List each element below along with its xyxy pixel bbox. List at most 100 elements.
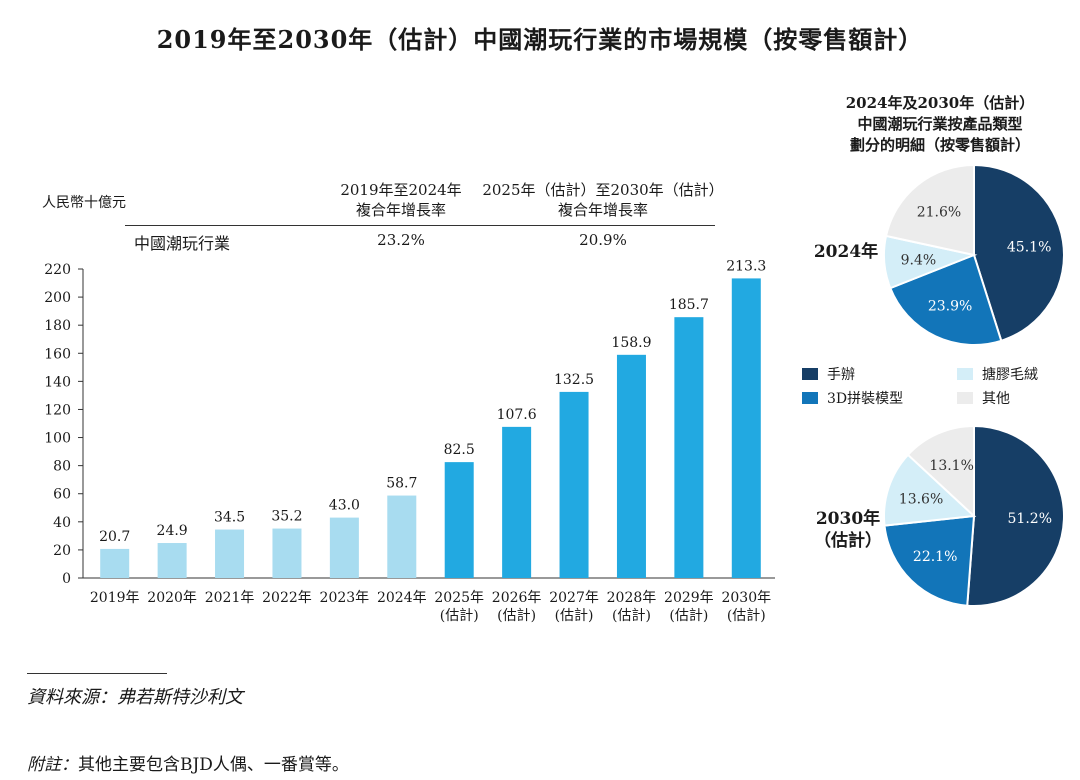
x-tick-label: (估計) — [440, 608, 479, 624]
y-tick-label: 0 — [62, 571, 71, 587]
bar-value-label: 82.5 — [444, 442, 475, 458]
pie-2024-label: 2024年 — [806, 241, 886, 263]
x-tick-label: (估計) — [497, 608, 536, 624]
chart-title: 2019年至2030年（估計）中國潮玩行業的市場規模（按零售額計） — [156, 25, 924, 54]
cagr-header-2019-2024: 2019年至2024年 複合年增長率 — [326, 180, 476, 220]
pie-slice — [973, 163, 1065, 343]
pie-slice — [884, 163, 975, 257]
x-tick-label: 2024年 — [377, 590, 427, 606]
bar — [674, 317, 704, 578]
footnote-prefix: 附註： — [27, 755, 78, 775]
legend-swatch-3d-model — [802, 392, 818, 404]
x-tick-label: 2026年 — [492, 590, 542, 606]
legend-item-others: 其他 — [957, 388, 1010, 408]
bar — [502, 426, 532, 578]
bar-value-label: 132.5 — [554, 372, 594, 388]
cagr-header-2019-2024-line2: 複合年增長率 — [355, 201, 446, 219]
y-tick-label: 40 — [53, 515, 71, 531]
legend-swatch-others — [957, 392, 973, 404]
bar-value-label: 58.7 — [386, 476, 417, 492]
bar-value-label: 34.5 — [214, 510, 245, 526]
x-tick-label: 2027年 — [549, 590, 599, 606]
y-tick-label: 80 — [53, 459, 71, 475]
pie-legend: 手辦 搪膠毛絨 3D拼裝模型 其他 — [800, 364, 1070, 414]
y-tick-label: 160 — [44, 346, 71, 362]
pie-title-line3: 劃分的明細（按零售額計） — [849, 136, 1030, 154]
cagr-header-2025-2030-line2: 複合年增長率 — [557, 201, 648, 219]
x-tick-label: 2025年 — [434, 590, 484, 606]
x-tick-label: 2023年 — [320, 590, 370, 606]
pie-slice-label: 21.6% — [917, 205, 961, 221]
pie-title: 2024年及2030年（估計） 中國潮玩行業按產品類型 劃分的明細（按零售額計） — [815, 93, 1065, 156]
x-tick-label: 2030年 — [721, 590, 771, 606]
footnote-text: 其他主要包含BJD人偶、一番賞等。 — [78, 755, 349, 775]
bar — [387, 495, 417, 578]
x-tick-label: 2020年 — [147, 590, 197, 606]
y-tick-label: 200 — [44, 290, 71, 306]
y-tick-label: 140 — [44, 374, 71, 390]
bar-chart: 0 20 40 60 80 100 120 140 160 180 200 220 20.7 2019年 2… — [44, 258, 775, 624]
source-note: 資料來源：弗若斯特沙利文 — [27, 687, 243, 708]
x-tick-label: 2028年 — [607, 590, 657, 606]
source-rule — [27, 673, 167, 674]
pie-slice-label: 9.4% — [901, 253, 937, 269]
bar-value-label: 24.9 — [157, 523, 188, 539]
bar — [157, 543, 187, 578]
bar-value-label: 213.3 — [726, 258, 766, 274]
legend-swatch-plush — [957, 368, 973, 380]
pie-chart-2030: 51.2% 22.1% 13.6% 13.1% — [883, 424, 1066, 607]
y-tick-label: 60 — [53, 487, 71, 503]
x-tick-label: 2022年 — [262, 590, 312, 606]
pie-chart-2024: 45.1% 23.9% 9.4% 21.6% — [883, 163, 1065, 346]
cagr-table-rule — [125, 225, 715, 226]
bar-value-label: 185.7 — [669, 297, 709, 313]
x-tick-label: 2021年 — [205, 590, 255, 606]
cagr-value-2025-2030: 20.9% — [579, 231, 627, 249]
legend-item-figures: 手辦 — [802, 364, 855, 384]
x-tick-label: (估計) — [555, 608, 594, 624]
bar — [731, 278, 761, 578]
pie-slice — [966, 424, 1066, 607]
y-tick-label: 120 — [44, 402, 71, 418]
x-tick-label: (估計) — [612, 608, 651, 624]
legend-label-plush: 搪膠毛絨 — [982, 367, 1038, 383]
y-tick-label: 100 — [44, 431, 71, 447]
x-tick-label: (估計) — [727, 608, 766, 624]
bar-value-label: 107.6 — [497, 407, 537, 423]
bar — [272, 528, 302, 578]
pie-slice — [906, 424, 975, 519]
pie-2024-label-line1: 2024年 — [813, 242, 879, 262]
pie-2030-label: 2030年 （估計） — [800, 508, 896, 552]
legend-item-plush: 搪膠毛絨 — [957, 364, 1038, 384]
y-axis-unit-label: 人民幣十億元 — [42, 195, 126, 211]
bar — [559, 391, 589, 578]
cagr-header-2025-2030: 2025年（估計）至2030年（估計） 複合年增長率 — [478, 180, 728, 220]
bar — [100, 548, 130, 578]
bar-value-label: 35.2 — [271, 509, 302, 525]
y-tick-label: 180 — [44, 318, 71, 334]
x-tick-label: (估計) — [669, 608, 708, 624]
bar-value-label: 43.0 — [329, 498, 360, 514]
legend-label-figures: 手辦 — [827, 367, 855, 383]
pie-slice-label: 13.6% — [899, 491, 943, 507]
bar — [329, 517, 359, 578]
legend-item-3d-model: 3D拼裝模型 — [802, 388, 903, 408]
legend-label-others: 其他 — [982, 391, 1010, 407]
y-tick-label: 220 — [44, 262, 71, 278]
y-tick-label: 20 — [53, 543, 71, 559]
pie-slice-label: 23.9% — [928, 298, 972, 314]
pie-2030-label-line2: （估計） — [814, 531, 882, 551]
cagr-value-2019-2024: 23.2% — [377, 231, 425, 249]
legend-label-3d-model: 3D拼裝模型 — [827, 391, 904, 407]
pie-slice — [883, 514, 976, 607]
cagr-header-2025-2030-line1: 2025年（估計）至2030年（估計） — [482, 181, 724, 199]
pie-2030-label-line1: 2030年 — [815, 509, 881, 529]
bar — [215, 529, 245, 578]
x-tick-label: 2029年 — [664, 590, 714, 606]
bar — [616, 354, 646, 578]
bar-value-label: 20.7 — [99, 529, 130, 545]
pie-title-line1: 2024年及2030年（估計） — [845, 94, 1035, 112]
x-tick-label: 2019年 — [90, 590, 140, 606]
pie-slice-label: 45.1% — [1007, 239, 1051, 255]
pie-title-line2: 中國潮玩行業按產品類型 — [857, 115, 1023, 133]
